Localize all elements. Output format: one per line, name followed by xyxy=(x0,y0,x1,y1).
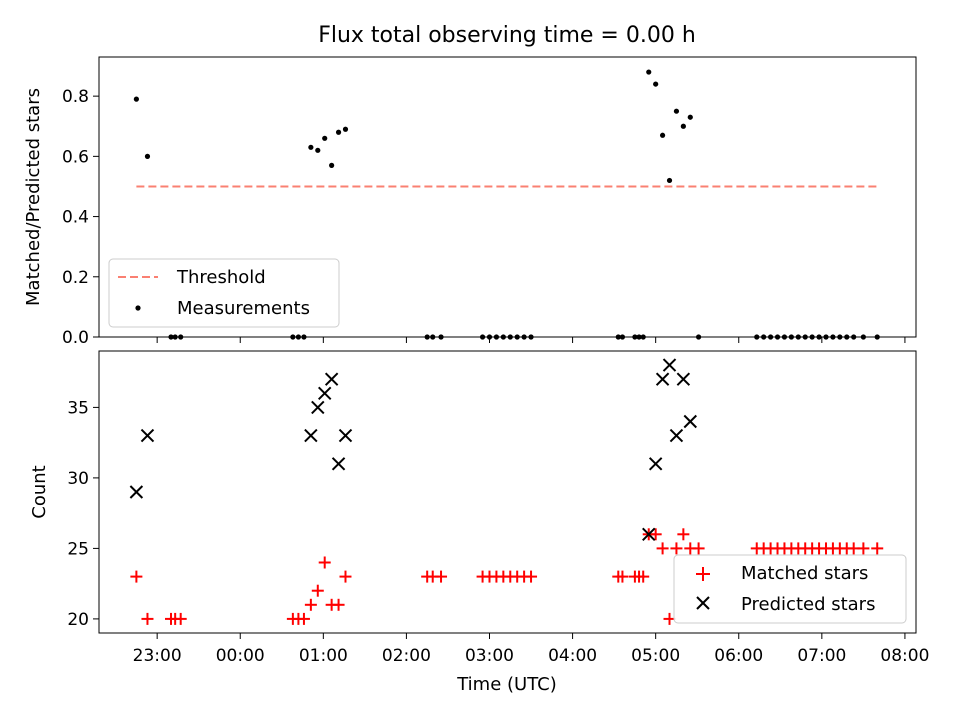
predicted-star-point xyxy=(669,428,684,443)
x-tick-label: 05:00 xyxy=(631,646,680,666)
bottom-legend-box xyxy=(673,554,907,624)
predicted-star-point xyxy=(129,485,144,499)
predicted-star-point xyxy=(642,527,656,542)
bottom-y-ticks: 20 25 30 35 xyxy=(67,398,99,630)
matched-star-point xyxy=(339,570,352,583)
bottom-legend: Matched stars Predicted stars xyxy=(673,554,907,624)
top-y-ticks: 0.0 0.2 0.4 0.6 0.8 xyxy=(62,87,99,348)
measurement-point xyxy=(315,147,321,153)
measurement-point xyxy=(646,69,652,75)
predicted-star-point xyxy=(311,400,325,415)
matched-star-point xyxy=(871,542,884,555)
chart-title: Flux total observing time = 0.00 h xyxy=(318,23,696,48)
predicted-star-point xyxy=(655,372,670,386)
matched-star-point xyxy=(311,584,324,597)
legend-matched-swatch xyxy=(696,567,710,581)
top-y-tick-label: 0.4 xyxy=(62,208,89,228)
x-tick-label: 08:00 xyxy=(880,646,929,666)
predicted-star-point xyxy=(331,457,346,471)
predicted-star-point xyxy=(140,428,155,443)
legend-predicted-label: Predicted stars xyxy=(741,594,875,615)
legend-measurements-swatch xyxy=(135,305,141,311)
measurement-point xyxy=(673,108,680,114)
top-chart: Flux total observing time = 0.00 h Match… xyxy=(23,23,917,348)
top-y-tick-label: 0.0 xyxy=(62,328,89,348)
top-axes-frame xyxy=(98,56,917,338)
predicted-star-point xyxy=(324,372,339,386)
matched-star-point xyxy=(130,570,143,583)
measurement-point xyxy=(342,126,349,132)
top-x-ticks xyxy=(156,337,906,343)
x-tick-label: 03:00 xyxy=(465,646,514,666)
x-tick-label: 00:00 xyxy=(216,646,265,666)
predicted-star-point xyxy=(304,428,318,443)
measurement-point xyxy=(335,129,342,135)
predicted-star-point xyxy=(318,386,332,401)
matched-star-point xyxy=(857,542,870,555)
matched-star-point xyxy=(670,542,683,555)
x-axis-label: Time (UTC) xyxy=(456,674,557,695)
matched-star-point xyxy=(637,570,650,583)
matched-star-point xyxy=(332,598,345,611)
x-tick-label: 01:00 xyxy=(299,646,348,666)
matched-star-point xyxy=(692,542,705,555)
legend-matched-label: Matched stars xyxy=(741,563,868,584)
bottom-x-ticks: 23:00 00:00 01:00 02:00 03:00 04:00 05:00 06:00… xyxy=(133,633,929,666)
bottom-y-tick-label: 35 xyxy=(67,398,89,418)
top-y-tick-label: 0.6 xyxy=(62,147,89,167)
matched-star-point xyxy=(616,570,629,583)
matched-star-point xyxy=(525,570,538,583)
measurement-point xyxy=(329,162,335,168)
measurement-point xyxy=(687,114,693,120)
matched-star-point xyxy=(677,528,690,541)
bottom-chart: Count Time (UTC) 20 25 30 35 23:00 00:00 01:0… xyxy=(29,350,929,695)
legend-predicted-swatch xyxy=(696,596,710,610)
top-legend-box xyxy=(108,258,340,328)
x-tick-label: 06:00 xyxy=(714,646,763,666)
x-tick-label: 07:00 xyxy=(797,646,846,666)
bottom-y-tick-label: 20 xyxy=(67,610,89,630)
matched-star-point xyxy=(649,528,662,541)
top-y-tick-label: 0.8 xyxy=(62,87,89,107)
matched-star-point xyxy=(318,556,331,569)
predicted-star-point xyxy=(648,457,663,471)
x-tick-label: 23:00 xyxy=(133,646,182,666)
measurement-point xyxy=(666,177,673,184)
measurement-point xyxy=(680,123,686,129)
x-tick-label: 04:00 xyxy=(548,646,597,666)
matched-star-point xyxy=(656,542,669,555)
measurement-point xyxy=(322,135,328,141)
predicted-star-point xyxy=(662,358,677,372)
matched-star-point xyxy=(141,612,154,625)
matched-star-point xyxy=(174,612,187,625)
legend-threshold-label: Threshold xyxy=(176,267,266,288)
measurement-point xyxy=(133,96,139,102)
x-tick-label: 02:00 xyxy=(382,646,431,666)
bottom-y-tick-label: 25 xyxy=(67,539,89,559)
top-y-axis-label: Matched/Predicted stars xyxy=(23,88,44,306)
top-legend: Threshold Measurements xyxy=(108,258,340,328)
measurement-point xyxy=(653,81,659,87)
measurement-point xyxy=(308,144,314,150)
bottom-axes-frame xyxy=(98,350,917,634)
predicted-star-point xyxy=(683,414,697,429)
bottom-plot-area xyxy=(129,358,884,625)
matched-star-point xyxy=(435,570,448,583)
predicted-star-point xyxy=(338,428,353,443)
measurement-point xyxy=(659,132,666,138)
bottom-y-axis-label: Count xyxy=(29,465,50,518)
legend-measurements-label: Measurements xyxy=(177,298,310,319)
matched-star-point xyxy=(297,612,310,625)
bottom-y-tick-label: 30 xyxy=(67,469,89,489)
top-y-tick-label: 0.2 xyxy=(62,268,89,288)
matched-star-point xyxy=(304,598,317,611)
measurement-point xyxy=(144,153,151,159)
predicted-star-point xyxy=(676,372,691,386)
